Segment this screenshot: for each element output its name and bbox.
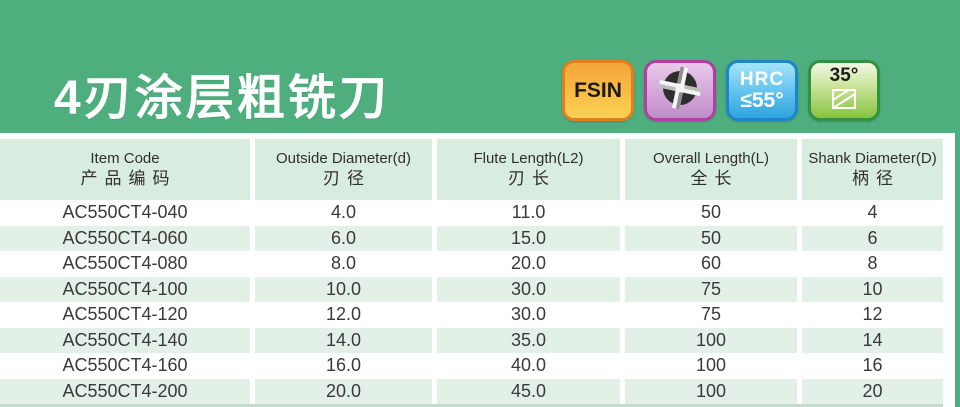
cell-outside-diameter: 10.0 [255, 276, 432, 302]
badge-fsin: FSIN [562, 60, 634, 121]
table-row: AC550CT4-200 20.0 45.0 100 20 [0, 378, 943, 404]
table-row: AC550CT4-100 10.0 30.0 75 10 [0, 276, 943, 302]
column-header-zh: 产品编码 [80, 169, 177, 188]
column-header-flute-length: Flute Length(L2) 刃长 [437, 139, 620, 200]
column-header-overall-length: Overall Length(L) 全长 [625, 139, 797, 200]
cell-flute-length: 45.0 [437, 378, 620, 404]
cell-overall-length: 100 [625, 353, 797, 379]
table-row: AC550CT4-040 4.0 11.0 50 4 [0, 200, 943, 226]
cell-overall-length: 100 [625, 327, 797, 353]
cell-shank-diameter: 6 [802, 225, 943, 251]
column-header-en: Shank Diameter(D) [808, 150, 937, 167]
page-title: 4刃涂层粗铣刀 [54, 72, 390, 125]
cell-outside-diameter: 16.0 [255, 353, 432, 379]
column-header-outside-diameter: Outside Diameter(d) 刃径 [255, 139, 432, 200]
column-header-en: Outside Diameter(d) [275, 150, 412, 167]
cell-flute-length: 30.0 [437, 276, 620, 302]
cell-outside-diameter: 4.0 [255, 200, 432, 226]
four-flute-cross-section-icon [657, 65, 703, 116]
cell-shank-diameter: 8 [802, 251, 943, 277]
fsin-label: FSIN [574, 78, 622, 102]
cell-flute-length: 15.0 [437, 225, 620, 251]
cell-shank-diameter: 20 [802, 378, 943, 404]
table-row: AC550CT4-060 6.0 15.0 50 6 [0, 225, 943, 251]
cell-item-code: AC550CT4-060 [0, 225, 250, 251]
cell-flute-length: 20.0 [437, 251, 620, 277]
column-header-item-code: Item Code 产品编码 [0, 139, 250, 200]
cell-flute-length: 30.0 [437, 302, 620, 328]
cell-item-code: AC550CT4-100 [0, 276, 250, 302]
cell-shank-diameter: 14 [802, 327, 943, 353]
cell-item-code: AC550CT4-120 [0, 302, 250, 328]
badge-four-flute [644, 60, 716, 121]
cell-shank-diameter: 10 [802, 276, 943, 302]
column-header-zh: 柄径 [852, 169, 900, 188]
column-header-zh: 全长 [690, 169, 739, 188]
cell-outside-diameter: 8.0 [255, 251, 432, 277]
cell-item-code: AC550CT4-160 [0, 353, 250, 379]
table-row: AC550CT4-140 14.0 35.0 100 14 [0, 327, 943, 353]
cell-outside-diameter: 12.0 [255, 302, 432, 328]
cell-overall-length: 75 [625, 276, 797, 302]
cell-overall-length: 100 [625, 378, 797, 404]
catalog-table-panel: Item Code 产品编码 Outside Diameter(d) 刃径 Flute … [0, 133, 955, 407]
cell-item-code: AC550CT4-200 [0, 378, 250, 404]
cell-item-code: AC550CT4-080 [0, 251, 250, 277]
cell-outside-diameter: 20.0 [255, 378, 432, 404]
cell-overall-length: 75 [625, 302, 797, 328]
cell-overall-length: 60 [625, 251, 797, 277]
cell-outside-diameter: 6.0 [255, 225, 432, 251]
cell-flute-length: 40.0 [437, 353, 620, 379]
table-row: AC550CT4-080 8.0 20.0 60 8 [0, 251, 943, 277]
cell-overall-length: 50 [625, 200, 797, 226]
helix-angle-icon [830, 85, 858, 116]
cell-shank-diameter: 12 [802, 302, 943, 328]
column-header-en: Flute Length(L2) [473, 150, 584, 167]
cell-item-code: AC550CT4-040 [0, 200, 250, 226]
cell-shank-diameter: 16 [802, 353, 943, 379]
spec-badges: FSIN HRC ≤55° 35° [562, 60, 880, 121]
cell-flute-length: 11.0 [437, 200, 620, 226]
hrc-value: ≤55° [740, 88, 784, 112]
column-header-en: Item Code [90, 150, 160, 167]
cell-overall-length: 50 [625, 225, 797, 251]
cell-outside-diameter: 14.0 [255, 327, 432, 353]
table-body: AC550CT4-040 4.0 11.0 50 4 AC550CT4-060 6.0 15.… [0, 200, 943, 404]
table-row: AC550CT4-120 12.0 30.0 75 12 [0, 302, 943, 328]
column-header-shank-diameter: Shank Diameter(D) 柄径 [802, 139, 943, 200]
cell-item-code: AC550CT4-140 [0, 327, 250, 353]
badge-helix-angle: 35° [808, 60, 880, 121]
cell-shank-diameter: 4 [802, 200, 943, 226]
column-header-zh: 刃径 [323, 169, 371, 188]
table-header-row: Item Code 产品编码 Outside Diameter(d) 刃径 Flute … [0, 139, 943, 200]
cell-flute-length: 35.0 [437, 327, 620, 353]
spec-table: Item Code 产品编码 Outside Diameter(d) 刃径 Flute … [0, 139, 943, 407]
helix-angle-label: 35° [829, 64, 859, 86]
table-row: AC550CT4-160 16.0 40.0 100 16 [0, 353, 943, 379]
column-header-zh: 刃长 [508, 169, 556, 188]
column-header-en: Overall Length(L) [653, 150, 769, 167]
hrc-label: HRC [739, 68, 785, 90]
badge-hrc: HRC ≤55° [726, 60, 798, 121]
table-bottom-edge [0, 404, 943, 407]
